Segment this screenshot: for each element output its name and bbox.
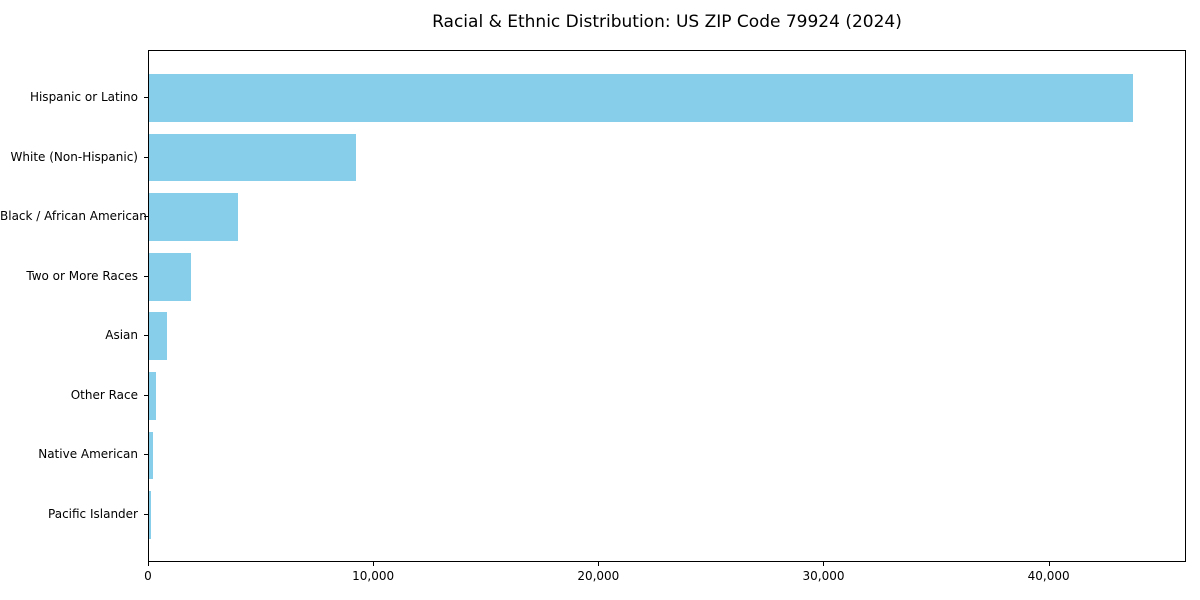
x-tick-label-20-000: 20,000 [577, 569, 620, 583]
x-axis-tick [598, 562, 600, 566]
category-label-hispanic-or-latino: Hispanic or Latino [29, 90, 138, 104]
bar-two-or-more-races [149, 252, 192, 301]
bar-native-american [149, 431, 154, 480]
y-axis-tick [144, 97, 148, 98]
category-label-native-american: Native American [38, 447, 138, 462]
bar-pacific-islander [149, 491, 152, 539]
category-label-other-race: Other Race [70, 387, 138, 402]
x-axis-tick [148, 562, 149, 566]
x-tick-label-10-000: 10,000 [352, 569, 395, 583]
bar-black-african-american [149, 193, 238, 241]
bar-hispanic-or-latino [149, 74, 1134, 122]
y-axis-tick [144, 275, 148, 277]
category-label-pacific-islander: Pacific Islander [48, 506, 138, 521]
bar-asian [149, 312, 168, 361]
bar-other-race [149, 372, 157, 420]
y-axis-tick [144, 156, 148, 158]
x-tick-label-30-000: 30,000 [802, 569, 845, 583]
x-tick-label-40-000: 40,000 [1027, 569, 1070, 583]
category-label-asian: Asian [105, 328, 138, 343]
x-tick-label-0: 0 [144, 569, 152, 583]
category-label-two-or-more-races: Two or More Races [26, 268, 138, 283]
x-axis-tick [1048, 562, 1050, 566]
y-axis-tick [144, 216, 148, 218]
y-axis-tick [144, 394, 148, 396]
y-axis-tick [144, 454, 148, 456]
chart-title: Racial & Ethnic Distribution: US ZIP Cod… [432, 12, 902, 32]
plot-area [148, 50, 1186, 562]
x-axis-tick [373, 562, 375, 566]
bar-white-non-hispanic [149, 133, 357, 182]
y-axis-tick [144, 513, 148, 515]
category-label-black-african-american: Black / African American [0, 209, 147, 224]
y-axis-tick [144, 335, 148, 337]
x-axis-tick [823, 562, 825, 566]
category-label-white-non-hispanic: White (Non-Hispanic) [10, 149, 138, 164]
